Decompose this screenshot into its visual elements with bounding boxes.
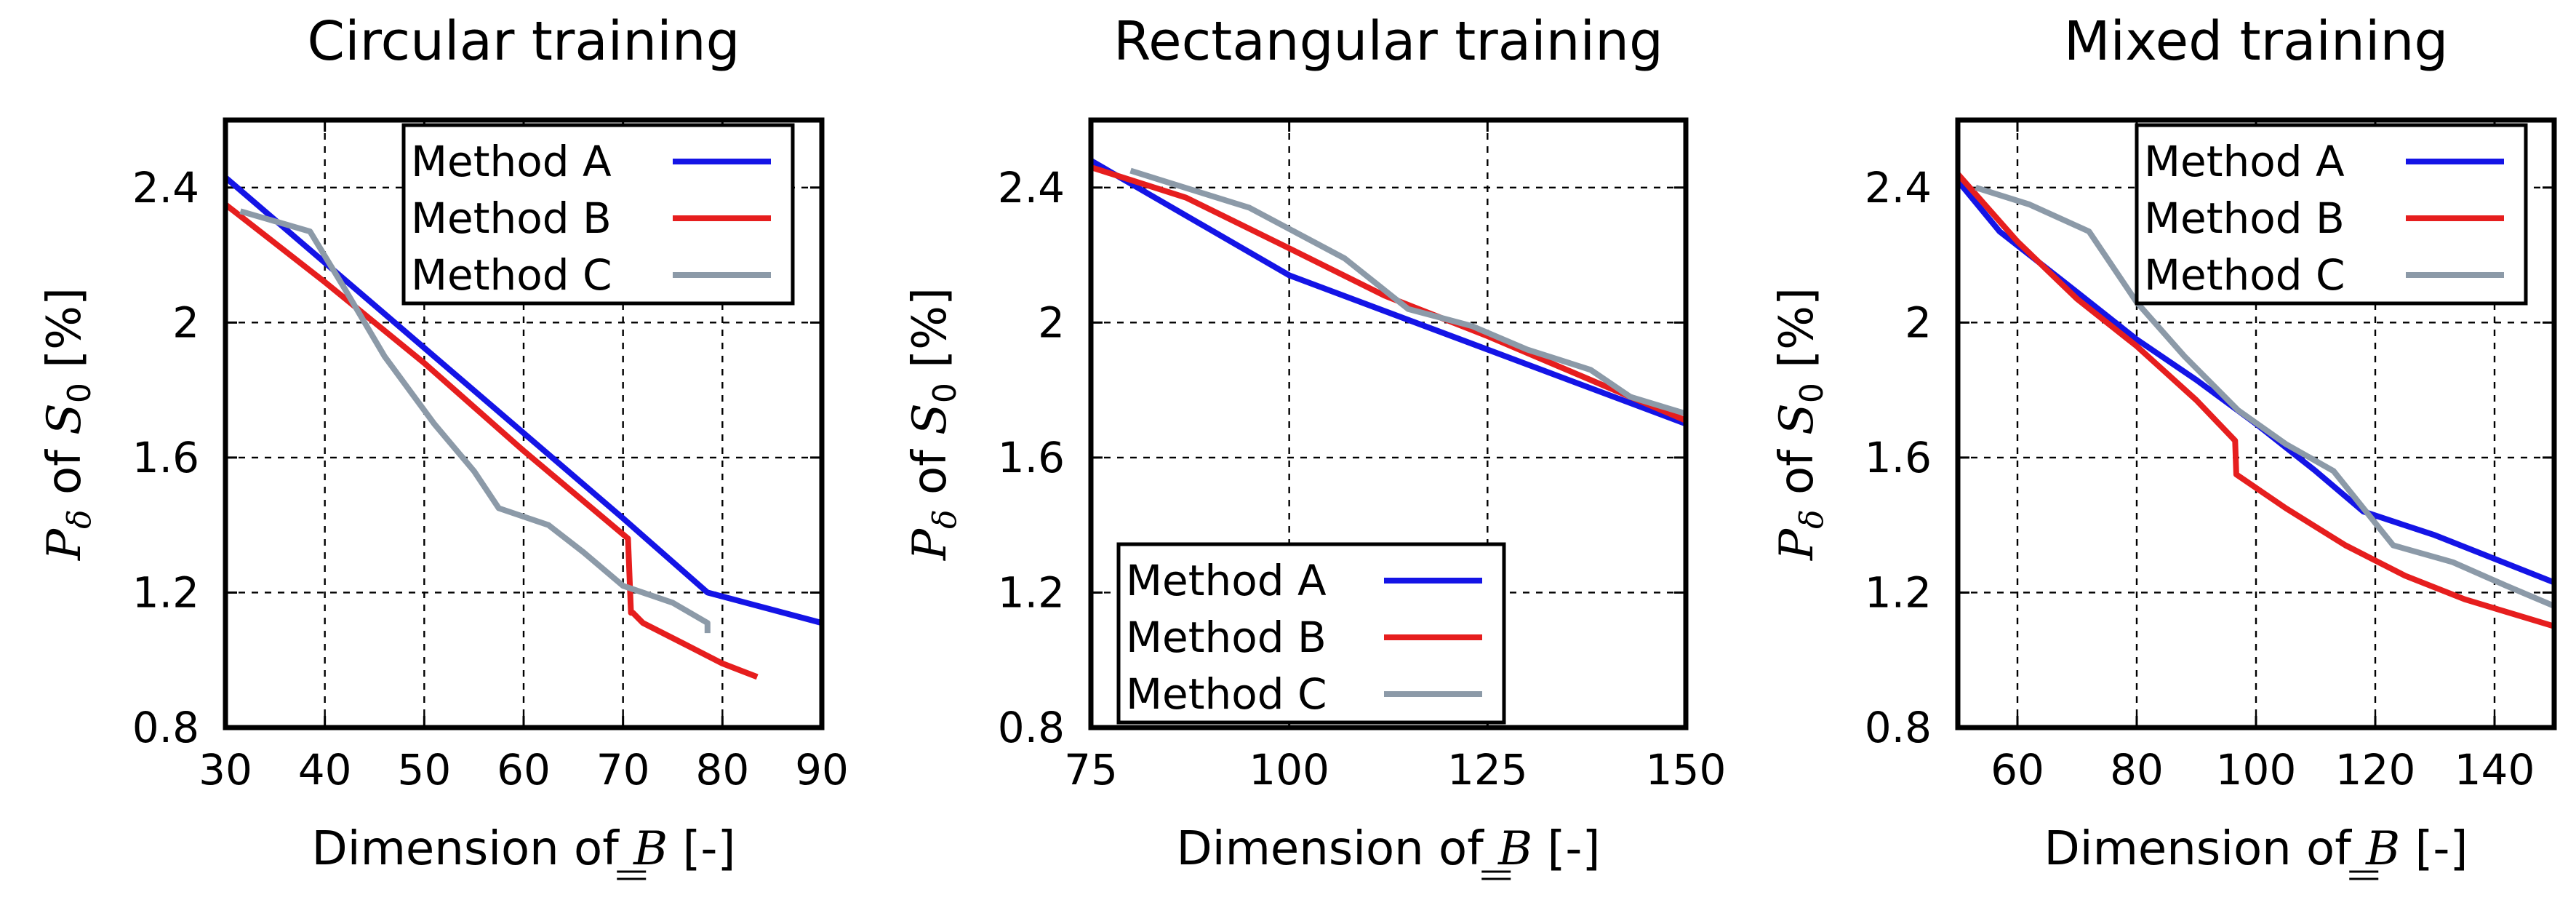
x-tick-label: 140 xyxy=(2455,745,2535,795)
y-tick-label: 1.2 xyxy=(1865,568,1932,617)
y-tick-label: 2.4 xyxy=(998,163,1065,212)
x-axis-label: Dimension of B [-] xyxy=(1177,822,1601,876)
y-tick-label: 1.2 xyxy=(998,568,1065,617)
series-line-method-a xyxy=(225,175,822,626)
series-line-method-c xyxy=(1975,184,2554,609)
series-line-method-b xyxy=(1958,172,2554,629)
x-tick-label: 120 xyxy=(2335,745,2416,795)
legend-label: Method B xyxy=(2144,194,2345,243)
y-tick-label: 2.4 xyxy=(1865,163,1932,212)
chart-title: Mixed training xyxy=(2064,10,2449,73)
legend-label: Method C xyxy=(1126,669,1327,719)
x-axis-label: Dimension of B [-] xyxy=(2044,822,2468,876)
series-line-method-c xyxy=(1129,167,1686,417)
x-tick-label: 90 xyxy=(795,745,849,795)
y-tick-label: 0.8 xyxy=(132,703,199,752)
plot-frame xyxy=(223,117,825,730)
x-tick-label: 60 xyxy=(1991,745,2044,795)
chart-circular-training: 30 40 50 60 70 80 90 0.8 1.2 1.6 2 2.4 Method A Metho… xyxy=(38,10,849,880)
x-tick-label: 150 xyxy=(1646,745,1727,795)
plot-frame xyxy=(1088,117,1689,730)
x-tick-label: 70 xyxy=(596,745,650,795)
x-tick-label: 50 xyxy=(397,745,451,795)
x-tick-label: 40 xyxy=(298,745,352,795)
plot-frame xyxy=(1955,117,2557,730)
y-tick-label: 0.8 xyxy=(998,703,1065,752)
legend-label: Method C xyxy=(2144,250,2345,300)
y-tick-label: 1.2 xyxy=(132,568,199,617)
x-tick-label: 100 xyxy=(2216,745,2297,795)
series-line-method-c xyxy=(239,208,711,634)
x-tick-label: 30 xyxy=(199,745,252,795)
legend-box xyxy=(2135,123,2528,306)
x-tick-label: 80 xyxy=(2110,745,2164,795)
chart-mixed-training: 60 80 100 120 140 0.8 1.2 1.6 2 2.4 Method A Method… xyxy=(1770,10,2557,880)
legend-label: Method B xyxy=(1126,613,1327,662)
x-tick-label: 100 xyxy=(1249,745,1329,795)
y-tick-label: 2 xyxy=(172,298,199,347)
series-line-method-b xyxy=(1091,164,1686,423)
legend-label: Method C xyxy=(411,250,612,300)
x-tick-label: 80 xyxy=(695,745,749,795)
y-tick-label: 1.6 xyxy=(132,433,199,482)
y-tick-label: 2 xyxy=(1038,298,1065,347)
x-tick-label: 60 xyxy=(497,745,551,795)
chart-title: Circular training xyxy=(307,10,740,73)
y-tick-label: 0.8 xyxy=(1865,703,1932,752)
series-line-method-b xyxy=(225,202,759,680)
x-tick-label: 75 xyxy=(1064,745,1118,795)
y-tick-label: 1.6 xyxy=(998,433,1065,482)
y-tick-label: 1.6 xyxy=(1865,433,1932,482)
legend-label: Method A xyxy=(1126,556,1327,605)
series-line-method-a xyxy=(1091,158,1686,427)
y-axis-label: Pδ of S0 [%] xyxy=(38,287,98,561)
y-tick-label: 2.4 xyxy=(132,163,199,212)
chart-title: Rectangular training xyxy=(1113,10,1663,73)
x-axis-label: Dimension of B [-] xyxy=(312,822,736,876)
y-axis-label: Pδ of S0 [%] xyxy=(1770,287,1831,561)
legend-label: Method A xyxy=(2144,137,2345,186)
chart-rectangular-training: 75 100 125 150 0.8 1.2 1.6 2 2.4 Method A Method B… xyxy=(903,10,1727,880)
y-axis-label: Pδ of S0 [%] xyxy=(903,287,964,561)
legend-label: Method A xyxy=(411,137,612,186)
y-tick-label: 2 xyxy=(1905,298,1932,347)
legend-label: Method B xyxy=(411,194,612,243)
x-tick-label: 125 xyxy=(1447,745,1528,795)
